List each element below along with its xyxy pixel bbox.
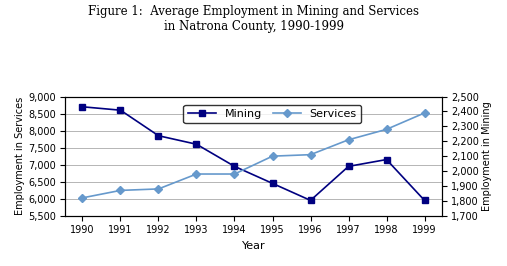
Mining	[80, 105, 86, 108]
Mining	[194, 143, 200, 146]
Line: Mining: Mining	[80, 104, 427, 203]
Mining	[383, 158, 389, 161]
Services	[383, 128, 389, 131]
Mining	[232, 165, 238, 168]
Line: Services: Services	[80, 110, 427, 201]
Services	[118, 189, 124, 192]
Text: Figure 1:  Average Employment in Mining and Services
in Natrona County, 1990-199: Figure 1: Average Employment in Mining a…	[88, 5, 419, 33]
Mining	[156, 134, 162, 137]
Mining	[118, 109, 124, 112]
Services	[80, 196, 86, 200]
Mining	[421, 199, 427, 202]
Mining	[345, 165, 351, 168]
Mining	[307, 199, 313, 202]
Y-axis label: Employment in Mining: Employment in Mining	[482, 101, 492, 211]
X-axis label: Year: Year	[242, 241, 265, 251]
Services	[156, 187, 162, 190]
Services	[421, 111, 427, 115]
Legend: Mining, Services: Mining, Services	[184, 105, 361, 123]
Services	[269, 155, 275, 158]
Services	[232, 172, 238, 176]
Y-axis label: Employment in Services: Employment in Services	[15, 97, 25, 215]
Services	[194, 172, 200, 176]
Services	[307, 153, 313, 156]
Mining	[269, 182, 275, 185]
Services	[345, 138, 351, 141]
